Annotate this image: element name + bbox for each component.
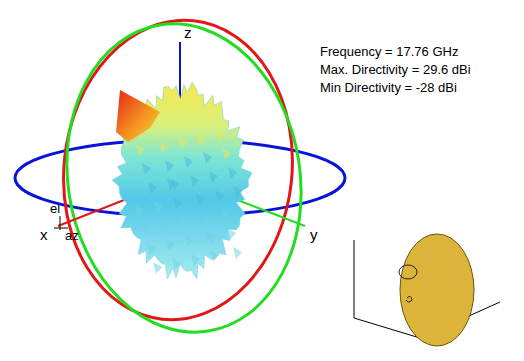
chart: z x y elaz Frequency = 17.76 GHz Max. Directi… <box>0 0 524 361</box>
facet <box>160 220 169 232</box>
facet <box>234 186 243 198</box>
label: y <box>310 226 318 243</box>
facet <box>153 262 162 274</box>
facet <box>197 133 206 145</box>
facet <box>154 201 163 213</box>
facet <box>147 243 156 255</box>
facet <box>222 148 231 160</box>
label: Max. Directivity = 29.6 dBi <box>320 62 471 77</box>
facet <box>141 224 150 236</box>
label: el <box>50 201 60 216</box>
facet <box>179 216 188 228</box>
inset-reflector <box>400 234 474 346</box>
facet <box>136 144 145 156</box>
inset-feed <box>399 265 417 279</box>
label: Min Directivity = -28 dBi <box>320 80 457 95</box>
facet <box>159 141 168 153</box>
facet <box>210 250 219 262</box>
facet <box>215 190 224 202</box>
facet <box>142 163 151 175</box>
facet <box>184 156 193 168</box>
facet <box>135 205 144 217</box>
facet <box>178 137 187 149</box>
facet <box>228 167 237 179</box>
facet <box>191 254 200 266</box>
facet <box>185 235 194 247</box>
facet <box>202 213 211 225</box>
facet <box>148 182 157 194</box>
facet <box>165 160 174 172</box>
label: z <box>184 24 192 41</box>
label: x <box>40 226 48 243</box>
facet <box>233 247 242 259</box>
inset-mark <box>406 296 412 302</box>
facet <box>221 209 230 221</box>
yz-circle <box>45 7 323 349</box>
facet <box>173 197 182 209</box>
facet <box>172 258 181 270</box>
facet <box>227 228 236 240</box>
pattern-surface <box>112 82 252 279</box>
facet <box>166 239 175 251</box>
label: Frequency = 17.76 GHz <box>320 44 458 59</box>
az-tick <box>54 228 68 229</box>
facet <box>208 232 217 244</box>
facet <box>171 179 180 191</box>
facet <box>190 175 199 187</box>
facet <box>209 171 218 183</box>
label: az <box>65 228 79 243</box>
facet <box>196 194 205 206</box>
main-lobe <box>116 90 160 142</box>
facet <box>216 129 225 141</box>
xz-circle <box>49 9 307 331</box>
facet <box>203 152 212 164</box>
